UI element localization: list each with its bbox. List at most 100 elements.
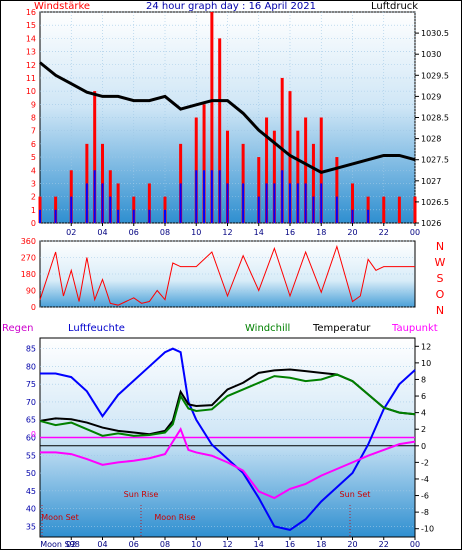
wind-gust-bar <box>109 196 112 223</box>
x-tick-label: 00 <box>410 540 420 549</box>
panel3-series-lines <box>39 347 416 531</box>
wind-strength-bar <box>304 117 308 223</box>
pressure-tick-label: 1026 <box>421 219 441 228</box>
compass-label: W <box>435 256 446 269</box>
wind-gust-bar <box>93 170 96 223</box>
x-tick-label: 16 <box>285 540 295 549</box>
wind-gust-bar <box>289 183 291 223</box>
wind-gust-bar <box>132 209 135 223</box>
x-tick-label: 08 <box>160 540 170 549</box>
wind-strength-bar <box>335 157 339 223</box>
compass-label: N <box>436 240 444 253</box>
wind-tick-label: 10 <box>26 87 36 96</box>
temperature-tick-label: 6 <box>421 392 426 401</box>
humidity-tick-label: 60 <box>26 434 36 443</box>
compass-label: S <box>437 272 444 285</box>
x-tick-label: 12 <box>222 228 232 237</box>
pressure-tick-label: 1028 <box>421 135 441 144</box>
panel1-x-ticks: 02 04 06 08 10 12 14 16 18 20 22 00 <box>66 223 420 237</box>
panel2-left-ticks: 0 90 180 270 360 <box>21 237 36 312</box>
temperature-tick-label: -10 <box>421 525 434 534</box>
wind-tick-label: 12 <box>26 61 36 70</box>
astro-label: Sun Rise <box>124 490 159 499</box>
wind-gust-bar <box>54 209 57 223</box>
temperature-tick-label: -6 <box>421 492 429 501</box>
wind-direction-series-line <box>39 244 415 306</box>
compass-label: O <box>436 288 445 301</box>
x-tick-label: 16 <box>285 228 295 237</box>
x-tick-label: 04 <box>97 228 107 237</box>
wind-tick-label: 5 <box>31 153 36 162</box>
x-tick-label: 02 <box>66 540 76 549</box>
wind-tick-label: 3 <box>31 179 36 188</box>
wind-strength-bar <box>413 196 417 223</box>
wind-gust-bar <box>195 170 198 223</box>
temperature-tick-label: -8 <box>421 508 429 517</box>
humidity-axis-ticks: 35 40 45 50 55 60 65 70 75 80 85 <box>26 345 36 532</box>
temperature-tick-label: 4 <box>421 409 426 418</box>
wind-tick-label: 7 <box>31 127 36 136</box>
x-tick-label: 22 <box>379 228 389 237</box>
wind-strength-bar <box>257 157 261 223</box>
wind-gust-bar <box>257 196 260 223</box>
x-tick-label: 22 <box>379 540 389 549</box>
wind-strength-bar <box>116 183 120 223</box>
wind-strength-bar <box>265 117 269 223</box>
humidity-tick-label: 50 <box>26 469 36 478</box>
humidity-tick-label: 35 <box>26 522 36 531</box>
pressure-tick-label: 1027 <box>421 177 441 186</box>
wind-strength-bar <box>351 183 354 223</box>
wind-strength-bar <box>397 196 401 223</box>
wind-strength-bar <box>147 183 151 223</box>
x-tick-label: 18 <box>316 228 326 237</box>
astro-annotations: Moon Set Sun Rise Moon Rise Sun Set <box>41 490 370 537</box>
wind-gust-bar <box>351 209 354 223</box>
humidity-tick-label: 80 <box>26 362 36 371</box>
wind-gust-bar <box>203 170 206 223</box>
legend-dewpoint: Taupunkt <box>391 323 438 334</box>
wind-gust-bar <box>101 183 104 223</box>
wind-gust-bar <box>226 183 229 223</box>
legend-temperature: Temperatur <box>312 323 371 334</box>
wind-gust-bar <box>242 183 245 223</box>
wind-gust-bar <box>148 209 151 223</box>
wind-strength-bar <box>311 143 315 223</box>
direction-tick-label: 0 <box>31 303 36 312</box>
pressure-series-line <box>39 61 416 174</box>
wind-strength-bar <box>319 117 323 223</box>
x-tick-label: 06 <box>129 228 139 237</box>
wind-tick-label: 6 <box>31 140 36 149</box>
wind-gust-bar <box>85 183 88 223</box>
humidity-tick-label: 85 <box>26 345 36 354</box>
wind-gust-bar <box>367 209 370 223</box>
wind-tick-label: 13 <box>26 48 36 57</box>
wind-gust-bar <box>39 209 41 223</box>
compass-label: N <box>436 304 444 317</box>
pressure-tick-label: 1026.5 <box>421 198 449 207</box>
x-tick-label: 14 <box>254 228 264 237</box>
wind-tick-label: 9 <box>31 100 36 109</box>
legend-rain: Regen <box>2 323 34 334</box>
x-tick-label: 20 <box>347 540 357 549</box>
wind-tick-label: 0 <box>31 219 36 228</box>
temperature-tick-label: 2 <box>421 425 426 434</box>
pressure-tick-label: 1030 <box>421 50 441 59</box>
temperature-tick-label: 10 <box>421 359 431 368</box>
wind-gust-bar <box>179 183 182 223</box>
direction-tick-label: 90 <box>26 287 36 296</box>
x-tick-label: 04 <box>97 540 107 549</box>
wind-strength-bar <box>382 196 386 223</box>
pressure-tick-label: 1029 <box>421 92 441 101</box>
x-tick-label: 10 <box>191 540 201 549</box>
astro-label: Moon Set <box>41 513 78 522</box>
wind-gust-bar <box>265 183 268 223</box>
wind-tick-label: 4 <box>31 166 36 175</box>
wind-gust-bar <box>70 196 73 223</box>
temperature-tick-label: 0 <box>421 442 426 451</box>
wind-strength-bar <box>93 91 97 223</box>
humidity-tick-label: 40 <box>26 505 36 514</box>
wind-strength-bar <box>272 130 276 223</box>
x-tick-label: 00 <box>410 228 420 237</box>
